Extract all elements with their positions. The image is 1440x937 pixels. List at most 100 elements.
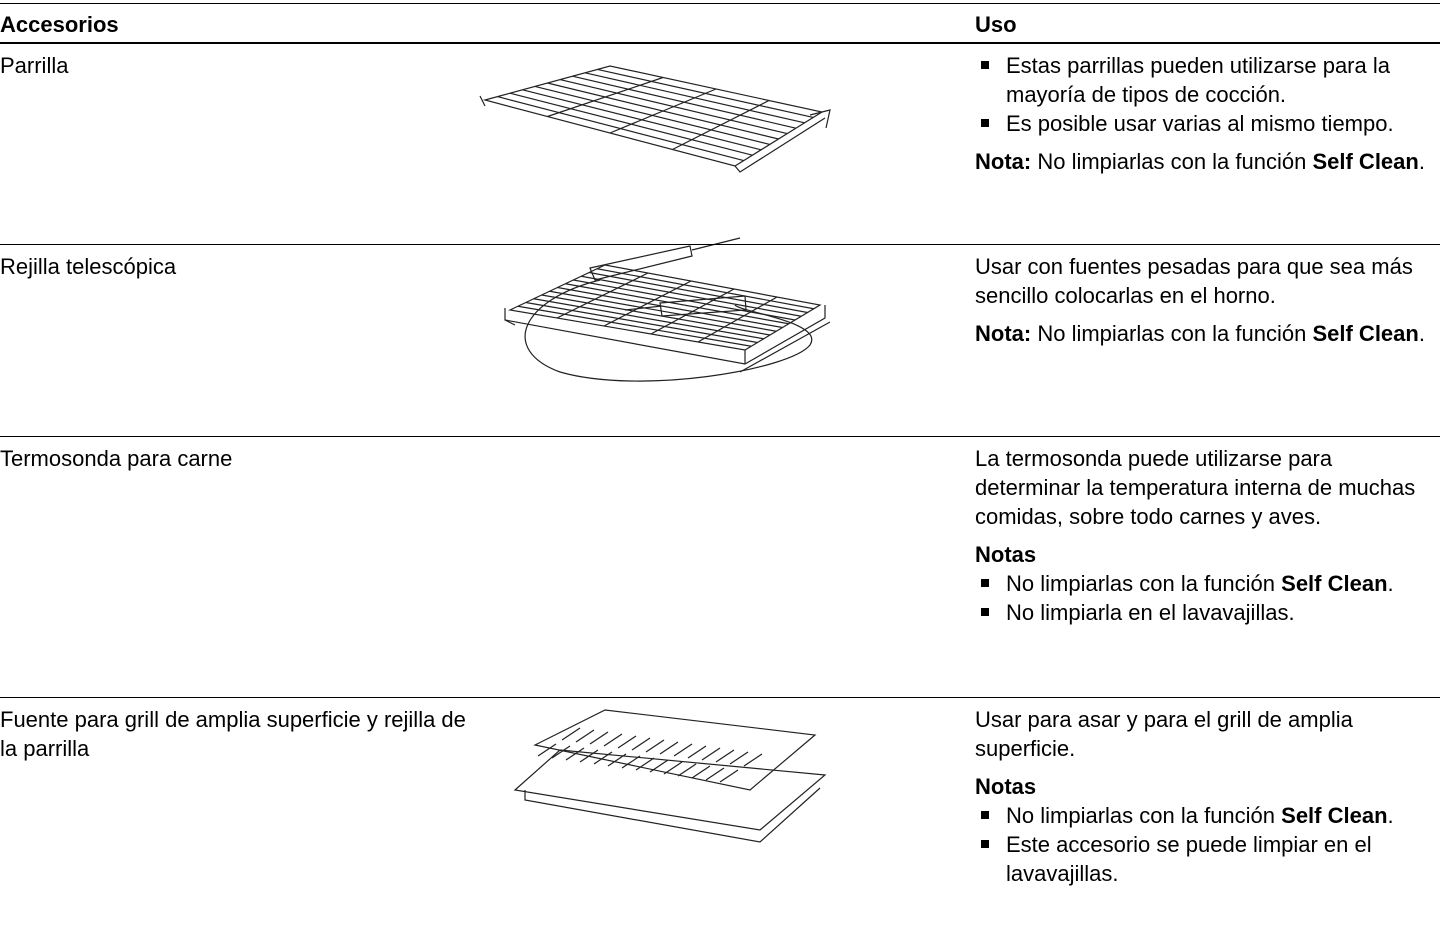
rack-wire (549, 290, 777, 332)
text: . (1387, 571, 1394, 596)
rack-wire (672, 99, 770, 151)
text: Usar con fuentes pesadas para que sea má… (975, 254, 1413, 308)
paragraph: Nota: No limpiarlas con la función Self … (975, 147, 1440, 176)
pan-outline (513, 749, 827, 843)
accessory-name: Termosonda para carne (0, 446, 233, 471)
bullet-marker (981, 119, 989, 127)
rack-wire (533, 298, 764, 340)
rack-wire (541, 294, 771, 336)
grill-slot (677, 763, 697, 777)
grill-slot (579, 749, 599, 763)
notes-heading: Notas (975, 542, 1037, 567)
grill-slot (691, 765, 711, 779)
grill-slot (575, 729, 595, 743)
paragraph: Usar para asar y para el grill de amplia… (975, 705, 1440, 763)
bullet-item: Este accesorio se puede limpiar en el la… (975, 830, 1440, 888)
bold-text: Nota: (975, 149, 1032, 174)
grill-slot (603, 733, 623, 747)
bold-text: Self Clean (1312, 321, 1419, 346)
table-header: Accesorios Uso (0, 3, 1440, 44)
rack-wire (609, 88, 717, 134)
paragraph: La termosonda puede utilizarse para dete… (975, 444, 1440, 531)
rack-wire (525, 301, 758, 344)
bullet-item: Es posible usar varias al mismo tiempo. (975, 109, 1440, 138)
table-row: Parrilla Estas parrillas pueden utilizars… (0, 44, 1440, 244)
grill-slot (659, 741, 679, 755)
grill-slot (687, 745, 707, 759)
text: No limpiarlas con la función (1006, 803, 1282, 828)
bullet-marker (981, 579, 989, 587)
rack-frame (504, 305, 831, 373)
bold-text: Self Clean (1281, 571, 1388, 596)
accessory-name: Parrilla (0, 53, 69, 78)
rack-wire (581, 275, 802, 317)
bullet-list: Estas parrillas pueden utilizarse para l… (975, 51, 1440, 138)
grill-slot (631, 737, 651, 751)
rack-wire (650, 288, 735, 335)
table-row: Rejilla telescópica Usar con fuentes pesa… (0, 244, 1440, 436)
accessory-name: Fuente para grill de amplia superficie y… (0, 707, 466, 761)
text: La termosonda puede utilizarse para dete… (975, 446, 1416, 529)
text: Usar para asar y para el grill de amplia… (975, 707, 1353, 761)
grill-slot (715, 749, 735, 763)
text: . (1387, 803, 1394, 828)
bullet-item: No limpiarla en el lavavajillas. (975, 598, 1440, 627)
text: Estas parrillas pueden utilizarse para l… (1006, 53, 1390, 107)
grill-slot (607, 753, 627, 767)
text: No limpiarla en el lavavajillas. (1006, 600, 1295, 625)
rack-wire (479, 95, 831, 173)
text: No limpiarlas con la función (1031, 321, 1313, 346)
grill-slot (663, 761, 683, 775)
usage-cell: Usar para asar y para el grill de amplia… (975, 705, 1440, 897)
table-row: Fuente para grill de amplia superficie y… (0, 697, 1440, 937)
bullet-item: No limpiarlas con la función Self Clean. (975, 569, 1440, 598)
rack-wire (697, 296, 778, 343)
grill-slot (729, 751, 749, 765)
bullet-list: No limpiarlas con la función Self Clean.… (975, 569, 1440, 627)
grill-slot (593, 751, 613, 765)
text: No limpiarlas con la función (1031, 149, 1313, 174)
bold-text: Self Clean (1281, 803, 1388, 828)
rack-wire (565, 283, 789, 325)
grill-slot (537, 743, 557, 757)
grill-slot (645, 739, 665, 753)
probe-plug (624, 295, 747, 317)
text: Este accesorio se puede limpiar en el la… (1006, 832, 1372, 886)
paragraph: Nota: No limpiarlas con la función Self … (975, 319, 1440, 348)
accessory-name: Rejilla telescópica (0, 254, 177, 279)
bold-text: Nota: (975, 321, 1032, 346)
rack-wire (547, 76, 664, 118)
bullet-list: No limpiarlas con la función Self Clean.… (975, 801, 1440, 888)
grill-slot (565, 747, 585, 761)
grill-slot (561, 727, 581, 741)
grill-plate (533, 709, 817, 791)
rack-wire (517, 305, 752, 347)
grill-slot (705, 767, 725, 781)
paragraph: Usar con fuentes pesadas para que sea má… (975, 252, 1440, 310)
usage-cell: Usar con fuentes pesadas para que sea má… (975, 252, 1440, 357)
rack-wire (596, 268, 814, 310)
probe-cable (524, 279, 813, 382)
bullet-marker (981, 608, 989, 616)
grill-slot (589, 731, 609, 745)
grill-slot (635, 757, 655, 771)
rack-wire (557, 286, 783, 329)
rack-wire (603, 280, 692, 327)
bullet-marker (981, 61, 989, 69)
table-row: Termosonda para carne La termosonda puede… (0, 436, 1440, 697)
grill-slot (719, 769, 739, 783)
header-cell: Uso (975, 12, 1017, 37)
grill-slot (743, 753, 763, 767)
grill-slot (617, 735, 637, 749)
text: . (1418, 149, 1425, 174)
notes-heading: Notas (975, 774, 1037, 799)
header-cell: Accesorios (0, 12, 119, 37)
text: Es posible usar varias al mismo tiempo. (1006, 111, 1394, 136)
grill-slot (673, 743, 693, 757)
bullet-item: Estas parrillas pueden utilizarse para l… (975, 51, 1440, 109)
bullet-item: No limpiarlas con la función Self Clean. (975, 801, 1440, 830)
bold-text: Self Clean (1312, 149, 1419, 174)
usage-cell: La termosonda puede utilizarse para dete… (975, 444, 1440, 636)
